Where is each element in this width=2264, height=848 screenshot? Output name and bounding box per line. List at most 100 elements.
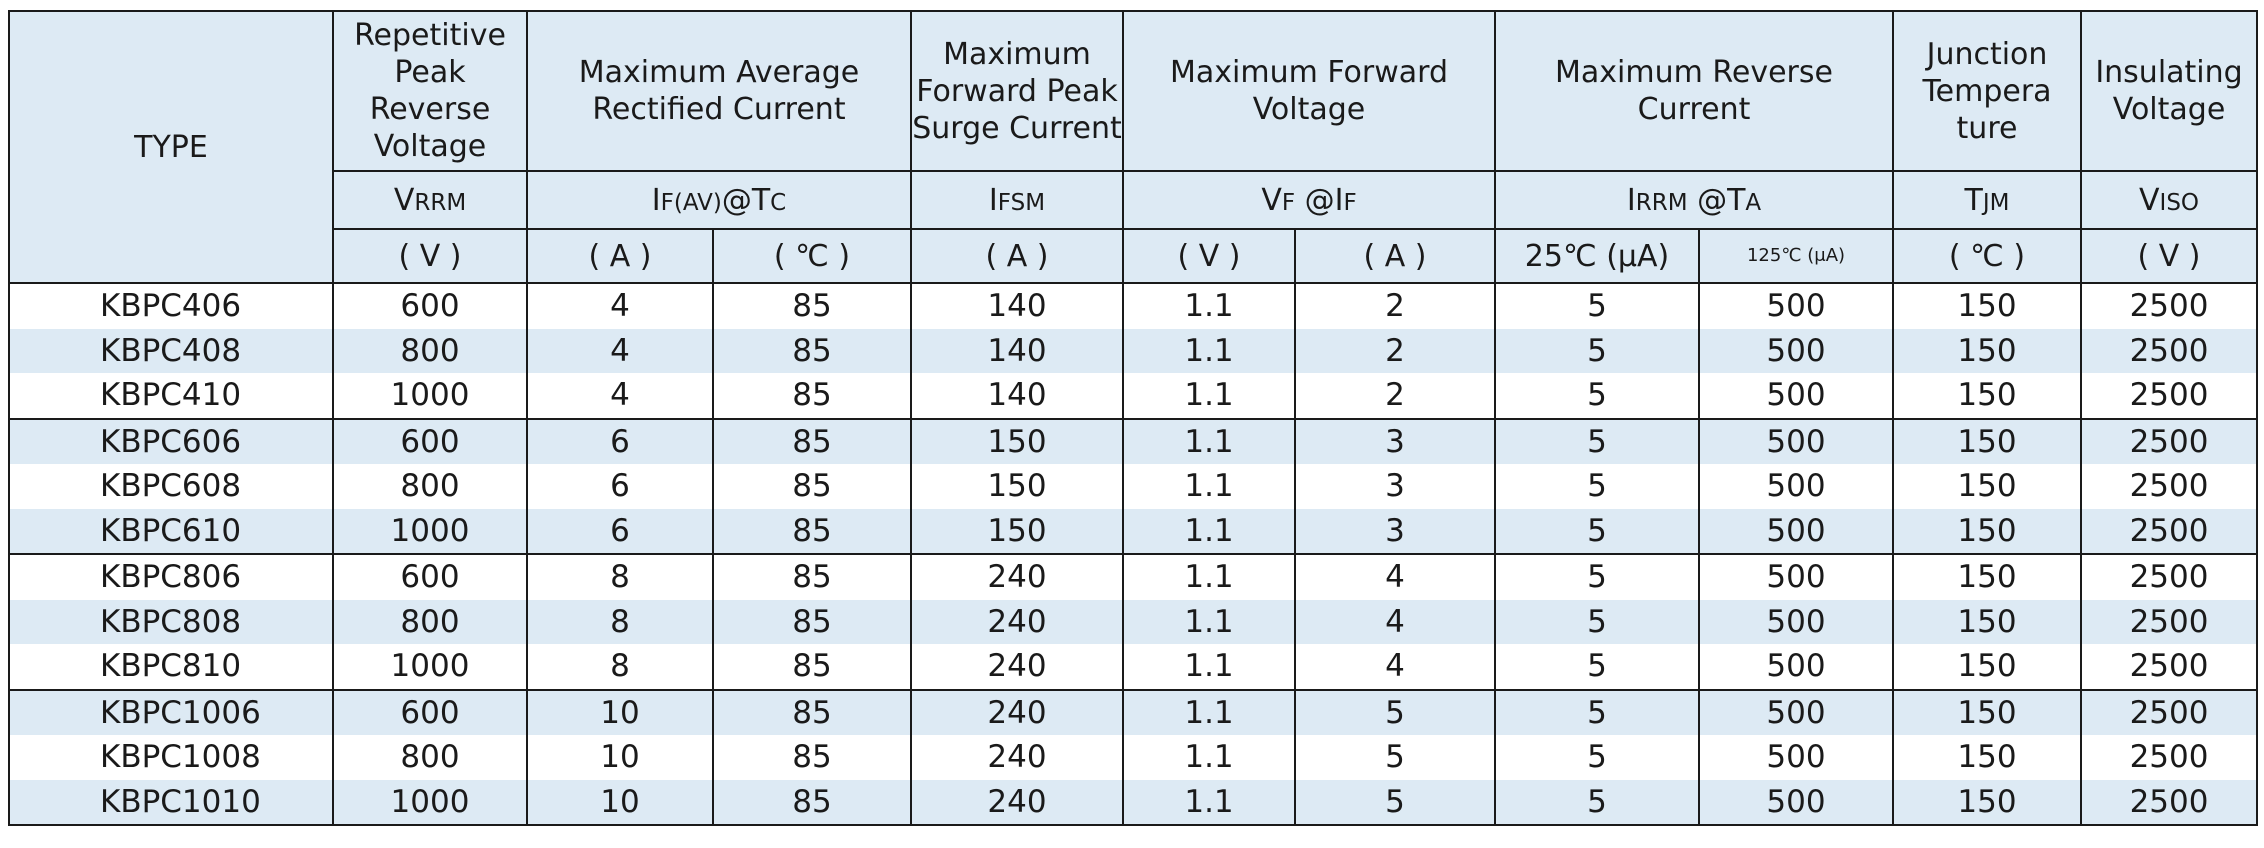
- cell-vrrm: 1000: [332, 644, 528, 690]
- cell-ir-125: 500: [1698, 373, 1895, 419]
- unit-vrrm: ( V ): [332, 228, 528, 284]
- cell-viso: 2500: [2080, 373, 2259, 419]
- cell-ir-125: 500: [1698, 779, 1895, 826]
- cell-ir-125: 500: [1698, 688, 1895, 735]
- cell-if: 5: [1293, 779, 1497, 826]
- cell-viso: 2500: [2080, 599, 2259, 644]
- header-tj-title: Junction Tempera ture: [1892, 10, 2083, 172]
- cell-ir-25: 5: [1494, 599, 1701, 644]
- cell-viso: 2500: [2080, 464, 2259, 509]
- cell-viso: 2500: [2080, 417, 2259, 464]
- cell-tj: 150: [1892, 283, 2083, 329]
- cell-vf: 1.1: [1122, 464, 1296, 509]
- header-type: TYPE: [8, 10, 334, 284]
- cell-tj: 150: [1892, 464, 2083, 509]
- cell-tc: 85: [712, 417, 912, 464]
- cell-tc: 85: [712, 779, 912, 826]
- table-row: KBPC1008 800 10 85 240 1.1 5 5 500 150 2500: [8, 735, 2259, 780]
- spec-table-container: TYPE Repetitive Peak Reverse Voltage Max…: [8, 10, 2259, 826]
- cell-type: KBPC808: [8, 599, 334, 644]
- cell-ifsm: 140: [910, 283, 1124, 329]
- cell-type: KBPC410: [8, 373, 334, 419]
- header-vf-title: Maximum Forward Voltage: [1121, 10, 1497, 172]
- cell-ifav: 4: [526, 373, 714, 419]
- cell-tj: 150: [1892, 599, 2083, 644]
- cell-ifsm: 240: [910, 553, 1124, 600]
- cell-ifsm: 150: [910, 508, 1124, 554]
- cell-tj: 150: [1892, 417, 2083, 464]
- cell-vrrm: 600: [332, 283, 528, 329]
- cell-ir-125: 500: [1698, 735, 1895, 780]
- cell-vrrm: 800: [332, 599, 528, 644]
- table-row: KBPC408 800 4 85 140 1.1 2 5 500 150 2500: [8, 328, 2259, 373]
- cell-tc: 85: [712, 735, 912, 780]
- table-row: KBPC808 800 8 85 240 1.1 4 5 500 150 2500: [8, 599, 2259, 644]
- rectifier-spec-table: TYPE Repetitive Peak Reverse Voltage Max…: [8, 10, 2259, 826]
- cell-vf: 1.1: [1122, 328, 1296, 373]
- cell-tc: 85: [712, 599, 912, 644]
- table-row: KBPC810 1000 8 85 240 1.1 4 5 500 150 2500: [8, 644, 2259, 690]
- cell-viso: 2500: [2080, 553, 2259, 600]
- table-row: KBPC610 1000 6 85 150 1.1 3 5 500 150 2500: [8, 508, 2259, 554]
- cell-vrrm: 1000: [332, 373, 528, 419]
- cell-type: KBPC1010: [8, 779, 334, 826]
- cell-vrrm: 600: [332, 688, 528, 735]
- cell-viso: 2500: [2080, 283, 2259, 329]
- cell-ifav: 8: [526, 644, 714, 690]
- cell-tc: 85: [712, 328, 912, 373]
- cell-ir-125: 500: [1698, 508, 1895, 554]
- cell-ir-125: 500: [1698, 328, 1895, 373]
- table-row: KBPC606 600 6 85 150 1.1 3 5 500 150 2500: [8, 417, 2259, 464]
- cell-vf: 1.1: [1122, 283, 1296, 329]
- cell-ir-25: 5: [1494, 508, 1701, 554]
- symbol-ifsm: IFSM: [910, 170, 1124, 230]
- cell-ifav: 6: [526, 464, 714, 509]
- cell-ir-125: 500: [1698, 417, 1895, 464]
- cell-type: KBPC806: [8, 553, 334, 600]
- cell-tc: 85: [712, 283, 912, 329]
- cell-tj: 150: [1892, 508, 2083, 554]
- header-viso-title: Insulating Voltage: [2080, 10, 2259, 172]
- cell-vf: 1.1: [1122, 688, 1296, 735]
- cell-tj: 150: [1892, 373, 2083, 419]
- cell-ir-25: 5: [1494, 373, 1701, 419]
- cell-ifsm: 150: [910, 417, 1124, 464]
- cell-tc: 85: [712, 373, 912, 419]
- cell-ir-25: 5: [1494, 644, 1701, 690]
- cell-ir-25: 5: [1494, 464, 1701, 509]
- table-body: KBPC406 600 4 85 140 1.1 2 5 500 150 2500 KBPC408 80…: [8, 283, 2259, 826]
- cell-vrrm: 600: [332, 417, 528, 464]
- cell-tj: 150: [1892, 779, 2083, 826]
- header-ifsm-title: Maximum Forward Peak Surge Current: [910, 10, 1124, 172]
- cell-ifav: 8: [526, 553, 714, 600]
- cell-type: KBPC408: [8, 328, 334, 373]
- cell-vrrm: 800: [332, 464, 528, 509]
- table-row: KBPC1006 600 10 85 240 1.1 5 5 500 150 2500: [8, 688, 2259, 735]
- cell-viso: 2500: [2080, 688, 2259, 735]
- cell-ifav: 10: [526, 735, 714, 780]
- unit-ifav-a: ( A ): [526, 228, 714, 284]
- cell-ir-125: 500: [1698, 644, 1895, 690]
- cell-tc: 85: [712, 688, 912, 735]
- cell-type: KBPC1006: [8, 688, 334, 735]
- cell-tc: 85: [712, 464, 912, 509]
- symbol-viso: VISO: [2080, 170, 2259, 230]
- cell-vf: 1.1: [1122, 373, 1296, 419]
- cell-vrrm: 1000: [332, 779, 528, 826]
- cell-viso: 2500: [2080, 508, 2259, 554]
- cell-vrrm: 600: [332, 553, 528, 600]
- cell-vrrm: 1000: [332, 508, 528, 554]
- cell-if: 3: [1293, 417, 1497, 464]
- cell-tj: 150: [1892, 688, 2083, 735]
- table-row: KBPC1010 1000 10 85 240 1.1 5 5 500 150 2500: [8, 779, 2259, 826]
- table-row: KBPC608 800 6 85 150 1.1 3 5 500 150 2500: [8, 464, 2259, 509]
- header-vrrm-title: Repetitive Peak Reverse Voltage: [332, 10, 528, 172]
- table-row: KBPC406 600 4 85 140 1.1 2 5 500 150 2500: [8, 283, 2259, 329]
- cell-if: 2: [1293, 373, 1497, 419]
- cell-tc: 85: [712, 553, 912, 600]
- unit-vf-a: ( A ): [1293, 228, 1497, 284]
- symbol-vrrm: VRRM: [332, 170, 528, 230]
- cell-ir-125: 500: [1698, 464, 1895, 509]
- unit-ir-125: 125℃ (μA): [1698, 228, 1895, 284]
- cell-if: 5: [1293, 735, 1497, 780]
